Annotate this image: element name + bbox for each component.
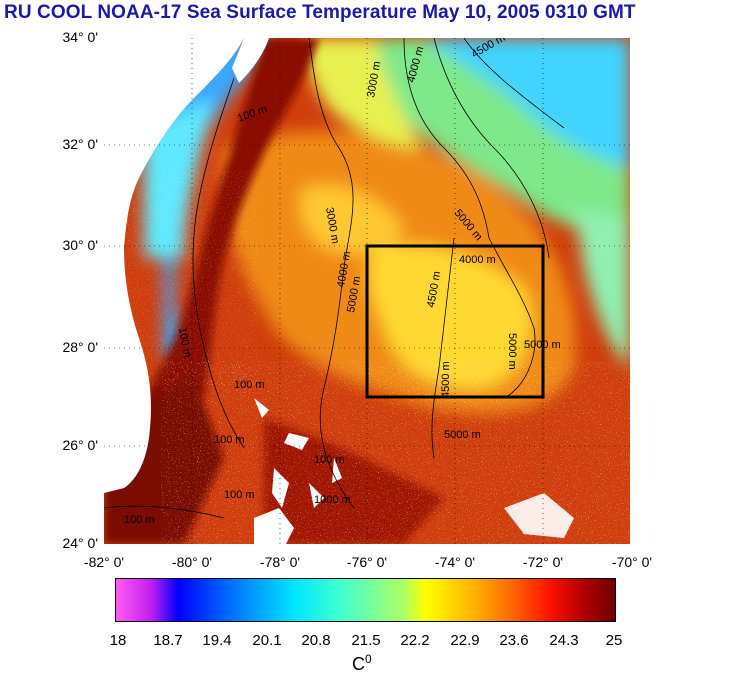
colorbar-tick: 20.1 <box>252 632 282 649</box>
colorbar-unit: C0 <box>352 652 372 675</box>
contour-label: 100 m <box>314 454 345 466</box>
contour-label: 100 m <box>234 379 265 391</box>
colorbar-tick: 22.9 <box>450 632 480 649</box>
bathymetry-contour <box>403 38 536 399</box>
lat-label: 24° 0' <box>62 535 98 551</box>
sst-map-image: 100 m 100 m 100 m 100 m 100 m 100 m 100 … <box>104 38 630 544</box>
sst-map: 100 m 100 m 100 m 100 m 100 m 100 m 100 … <box>104 38 630 544</box>
cool-region <box>574 208 630 368</box>
lat-label: 26° 0' <box>62 437 98 453</box>
contour-label: 5000 m <box>524 339 561 351</box>
lat-label: 30° 0' <box>62 237 98 253</box>
bathymetry-contour <box>308 38 355 509</box>
colorbar-tick: 18 <box>109 632 127 649</box>
yellow-region <box>368 244 532 389</box>
study-box <box>365 244 545 399</box>
colorbar-tick: 25 <box>605 632 623 649</box>
bathymetry-contour <box>433 38 550 259</box>
yellow-region <box>300 185 404 253</box>
lat-label: 34° 0' <box>62 29 98 45</box>
lon-label: -74° 0' <box>434 554 476 570</box>
colorbar-tick: 24.3 <box>549 632 579 649</box>
colorbar-tick: 20.8 <box>301 632 331 649</box>
contour-label: 5000 m <box>444 429 481 441</box>
color-scale-bar <box>115 578 616 622</box>
unit-superscript: 0 <box>365 652 372 666</box>
lat-label: 32° 0' <box>62 136 98 152</box>
contour-label: 1000 m <box>314 494 351 506</box>
colorbar-tick: 21.5 <box>351 632 381 649</box>
cloud-speckle <box>104 188 244 368</box>
lon-label: -82° 0' <box>83 554 125 570</box>
contour-label: 4500 m <box>440 361 452 398</box>
bathymetry-contour <box>431 237 455 459</box>
colorbar-tick: 18.7 <box>153 632 183 649</box>
unit-letter: C <box>352 654 365 674</box>
cool-region <box>304 38 424 148</box>
bathymetry-contour <box>463 38 565 129</box>
contour-label: 100 m <box>124 514 155 526</box>
colorbar-tick: 22.2 <box>400 632 430 649</box>
cloud-speckle <box>204 378 630 544</box>
land-us-coast <box>104 38 244 493</box>
lon-label: -80° 0' <box>171 554 213 570</box>
lon-label: -72° 0' <box>522 554 564 570</box>
contour-label: 100 m <box>214 434 245 446</box>
lat-label: 28° 0' <box>62 339 98 355</box>
contour-label: 5000 m <box>506 333 518 370</box>
bathymetry-contour <box>192 77 245 449</box>
lon-label: -78° 0' <box>259 554 301 570</box>
lon-label: -76° 0' <box>346 554 388 570</box>
contour-label: 4000 m <box>459 254 496 266</box>
colorbar-tick: 19.4 <box>202 632 232 649</box>
cool-region <box>424 38 630 168</box>
lon-label: -70° 0' <box>611 554 653 570</box>
colorbar-tick: 23.6 <box>499 632 529 649</box>
contour-label: 100 m <box>224 489 255 501</box>
bathymetry-contour <box>104 505 225 519</box>
land-us-coast <box>232 38 269 83</box>
page-title: RU COOL NOAA-17 Sea Surface Temperature … <box>4 2 636 23</box>
contour-label: 100 m <box>176 326 193 358</box>
